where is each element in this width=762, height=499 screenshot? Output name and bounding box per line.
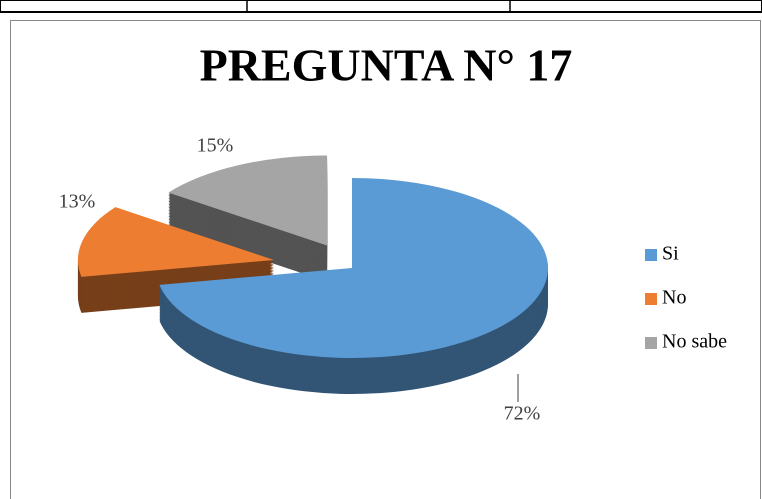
legend-label: No: [662, 287, 686, 309]
slice: [159, 178, 549, 358]
legend-label: No sabe: [662, 331, 727, 353]
legend-label: Si: [662, 243, 679, 265]
data-label: 15%: [197, 135, 234, 157]
table-strip: [0, 0, 762, 13]
slice: [168, 155, 328, 246]
slice: [77, 207, 274, 277]
legend-swatch: [645, 293, 657, 305]
data-label: 72%: [504, 403, 541, 425]
data-label: 13%: [59, 191, 96, 213]
legend-swatch: [645, 337, 657, 349]
chart-title: PREGUNTA N° 17: [200, 40, 573, 91]
legend-swatch: [645, 249, 657, 261]
